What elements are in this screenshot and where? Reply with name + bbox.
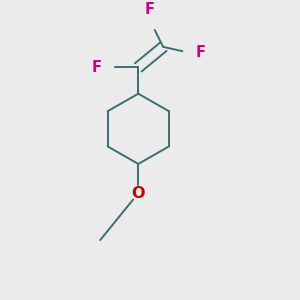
Text: F: F: [91, 60, 101, 75]
Text: F: F: [196, 45, 206, 60]
Text: O: O: [131, 186, 145, 201]
Text: F: F: [145, 2, 155, 17]
